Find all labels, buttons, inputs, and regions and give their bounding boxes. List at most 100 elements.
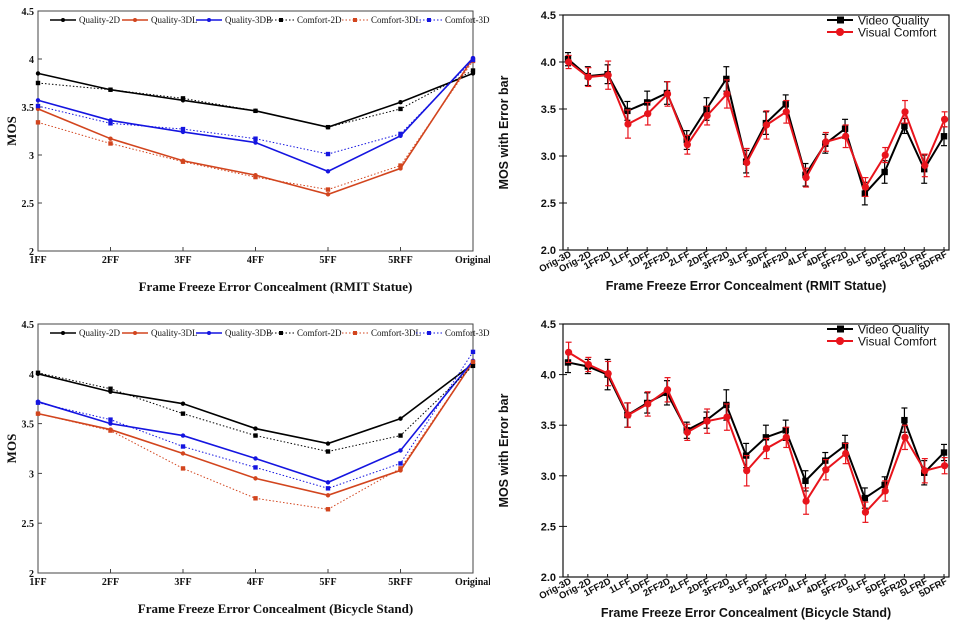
legend-label-quality-3db: Quality-3DB	[225, 328, 272, 338]
data-point-visual-comfort	[762, 121, 771, 129]
data-point-comfort-3db	[398, 131, 403, 137]
data-point-visual-comfort	[861, 508, 870, 516]
series-line-quality-2d	[37, 363, 474, 445]
data-point-quality-3dl	[253, 476, 258, 481]
x-axis-title: Frame Freeze Error Concealment (Bicycle …	[601, 606, 891, 620]
y-axis-title: MOS with Error bar	[497, 75, 511, 189]
data-point-video-quality	[940, 449, 948, 456]
data-point-comfort-2d	[398, 106, 403, 112]
x-tick-label: 1FF	[29, 255, 46, 266]
data-point-comfort-3db	[180, 444, 186, 449]
data-point-video-quality	[683, 136, 690, 144]
data-point-quality-3db	[253, 140, 258, 145]
data-point-comfort-3dl	[325, 187, 331, 192]
y-axis-title: MOS	[4, 116, 19, 146]
data-point-quality-3db	[325, 169, 331, 174]
data-point-comfort-2d	[180, 411, 186, 416]
data-point-comfort-3db	[35, 400, 41, 405]
y-tick-label: 4.5	[541, 10, 556, 22]
y-tick-label: 4.0	[541, 57, 556, 69]
x-axis-title: Frame Freeze Error Concealment (Bicycle …	[138, 601, 413, 616]
y-tick-label: 3.5	[541, 420, 556, 432]
data-point-quality-3db	[180, 433, 186, 438]
y-tick-label: 2.0	[541, 572, 556, 584]
y-tick-label: 3	[29, 469, 34, 480]
data-point-comfort-3db	[108, 121, 113, 126]
data-point-comfort-2d	[253, 433, 258, 438]
y-tick-label: 2.5	[541, 198, 556, 210]
data-point-video-quality	[861, 494, 869, 502]
data-point-comfort-2d	[108, 386, 113, 391]
data-point-visual-comfort	[842, 132, 850, 140]
legend-marker-comfort-3dl	[353, 18, 357, 22]
x-axis-title: Frame Freeze Error Concealment (RMIT Sta…	[139, 279, 413, 294]
data-point-comfort-2d	[35, 80, 41, 86]
data-point-comfort-3dl	[180, 466, 186, 471]
plot-frame	[37, 323, 474, 574]
series-line-comfort-2d	[37, 365, 474, 452]
data-point-visual-comfort	[782, 433, 790, 441]
data-point-comfort-3db	[470, 57, 476, 63]
data-point-visual-comfort	[565, 348, 573, 356]
y-axis-title: MOS	[4, 434, 19, 464]
data-point-visual-comfort	[683, 141, 691, 149]
legend-label-quality-3db: Quality-3DB	[225, 15, 272, 25]
legend-marker-quality-2d	[61, 18, 65, 22]
legend-label-comfort-2d: Comfort-2D	[297, 328, 342, 338]
data-point-comfort-3db	[180, 126, 186, 132]
data-point-quality-3dl	[108, 136, 113, 141]
x-tick-label: 2FF	[102, 577, 119, 588]
x-axis-title: Frame Freeze Error Concealment (RMIT Sta…	[606, 279, 887, 293]
data-point-quality-3db	[253, 456, 258, 461]
series-line-visual-comfort	[567, 61, 946, 190]
data-point-comfort-2d	[470, 68, 476, 73]
y-axis-title: MOS with Error bar	[497, 393, 511, 507]
chart-bicycle-stand-lines: 2 2.5 3 3.5 4 4.5 1FF 2FF 3FF 4FF 5FF 5RFF Original Q…	[4, 320, 490, 616]
x-tick-label: Original	[455, 255, 490, 266]
y-tick-label: 4.5	[22, 7, 35, 18]
data-point-quality-3db	[325, 480, 331, 485]
legend-label-quality-2d: Quality-2D	[79, 15, 120, 25]
legend-label-comfort-3db: Comfort-3DB	[445, 328, 490, 338]
data-point-visual-comfort	[881, 151, 889, 159]
x-tick-label: Original	[455, 577, 490, 588]
legend-marker-quality-3db	[207, 18, 211, 22]
y-tick-label: 4.0	[541, 370, 556, 382]
y-tick-label: 3	[29, 151, 34, 162]
data-point-comfort-3dl	[398, 466, 403, 471]
chart-rmit-statue-lines: 2 2.5 3 3.5 4 4.5 1FF 2FF 3FF 4FF 5FF 5RFF Original Q…	[4, 7, 490, 294]
data-point-comfort-3db	[398, 461, 403, 466]
data-point-comfort-3dl	[398, 163, 403, 168]
data-point-comfort-3dl	[325, 507, 331, 512]
data-point-visual-comfort	[921, 161, 929, 169]
chart-panel-rmit-statue-errorbars: 2.0 2.5 3.0 3.5 4.0 4.5 Orig-3D Orig-2D 1FF2D 1LF…	[490, 0, 969, 300]
data-point-visual-comfort	[782, 108, 790, 116]
x-tick-label: 3FF	[174, 577, 191, 588]
data-point-video-quality	[901, 416, 908, 424]
data-point-visual-comfort	[802, 497, 810, 505]
data-point-visual-comfort	[644, 110, 652, 118]
data-point-comfort-3dl	[108, 141, 113, 146]
data-point-quality-2d	[398, 100, 403, 105]
legend-marker-quality-3dl	[133, 331, 137, 335]
data-point-comfort-3dl	[35, 411, 41, 416]
data-point-comfort-2d	[325, 449, 331, 454]
legend-label-comfort-3dl: Comfort-3DL	[371, 328, 421, 338]
data-point-quality-2d	[325, 441, 331, 446]
data-point-quality-3db	[108, 421, 113, 426]
data-point-comfort-3db	[470, 349, 476, 355]
data-point-visual-comfort	[842, 449, 850, 458]
data-point-quality-3dl	[180, 451, 186, 456]
data-point-visual-comfort	[941, 462, 949, 470]
legend-marker-video-quality	[837, 325, 844, 333]
data-point-visual-comfort	[584, 360, 592, 369]
data-point-visual-comfort	[683, 428, 691, 436]
x-tick-label: 2FF	[102, 255, 119, 266]
legend-marker-comfort-2d	[279, 18, 283, 22]
data-point-visual-comfort	[703, 417, 711, 425]
data-point-visual-comfort	[663, 90, 672, 98]
data-point-visual-comfort	[644, 400, 652, 408]
data-point-visual-comfort	[762, 444, 771, 453]
data-point-video-quality	[901, 122, 908, 130]
x-tick-label: 5RFF	[388, 255, 412, 266]
